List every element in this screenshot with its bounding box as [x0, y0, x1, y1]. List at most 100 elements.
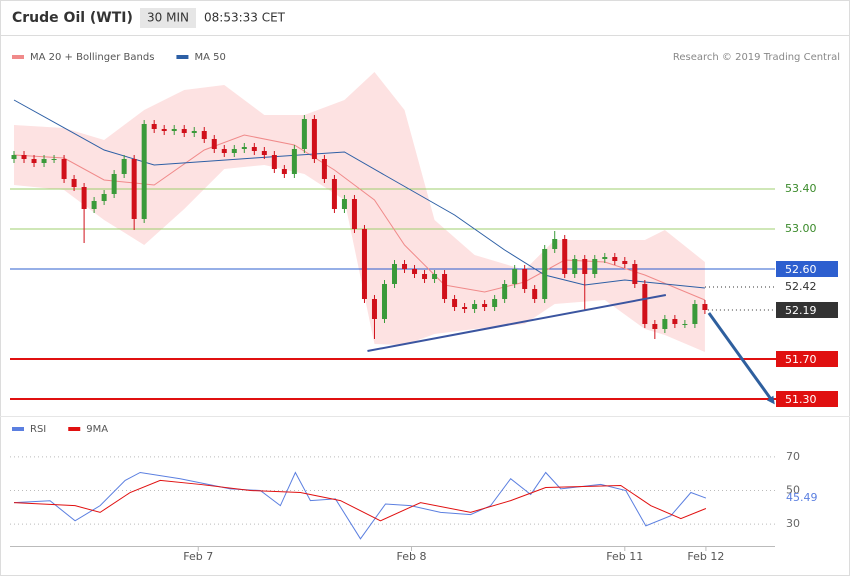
level-tag	[776, 391, 838, 407]
y-tick-label: 70	[786, 450, 800, 463]
candle-body	[51, 159, 57, 160]
candle-body	[582, 259, 588, 274]
candle-body	[221, 149, 227, 153]
candle-body	[71, 179, 77, 187]
candle-body	[271, 155, 277, 169]
candle-body	[41, 159, 47, 163]
y-tick-label: 50	[786, 484, 800, 497]
candle-body	[61, 159, 67, 179]
candle-body	[291, 149, 297, 174]
candle-body	[251, 147, 257, 151]
indicator-line	[13, 479, 707, 522]
ma-line	[13, 134, 706, 301]
legend-swatch	[12, 427, 24, 431]
candle-body	[412, 269, 418, 274]
candle-body	[522, 269, 528, 289]
bollinger-band	[14, 72, 705, 352]
legend-label: RSI	[30, 424, 46, 435]
candle-body	[131, 159, 137, 219]
candle-body	[642, 284, 648, 324]
header-title: Crude Oil (WTI)	[12, 10, 133, 26]
candle-body	[462, 307, 468, 309]
level-label: 51.70	[785, 353, 817, 366]
candle-body	[612, 257, 618, 261]
legend-swatch	[12, 55, 24, 59]
candle-body	[682, 324, 688, 325]
header-interval: 30 MIN	[147, 11, 189, 25]
x-tick-label: Feb 7	[183, 550, 213, 563]
candle-body	[622, 261, 628, 264]
candle-body	[301, 119, 307, 149]
candle-body	[91, 201, 97, 209]
current-price-label: 52.19	[785, 304, 817, 317]
candle-body	[442, 274, 448, 299]
candle-body	[21, 155, 27, 159]
level-label: 52.60	[785, 263, 817, 276]
credit: Research © 2019 Trading Central	[673, 52, 840, 63]
candle-body	[672, 319, 678, 324]
candle-body	[151, 124, 157, 129]
candle-body	[191, 131, 197, 133]
candle-body	[361, 229, 367, 299]
forecast-arrow	[707, 312, 775, 405]
y-tick-label: 30	[786, 517, 800, 530]
trendline	[367, 294, 667, 352]
candle-body	[111, 174, 117, 194]
candle-body	[331, 179, 337, 209]
candle-body	[482, 304, 488, 307]
level-label: 53.40	[785, 182, 817, 195]
legend-swatch	[176, 55, 189, 59]
level-label: 53.00	[785, 222, 817, 235]
candle-body	[31, 159, 37, 163]
candle-body	[692, 304, 698, 324]
x-tick-label: Feb 11	[606, 550, 643, 563]
legend-label: 9MA	[86, 424, 108, 435]
candle-body	[351, 199, 357, 229]
candle-body	[241, 147, 247, 149]
candle-body	[562, 239, 568, 274]
candle-body	[231, 149, 237, 153]
header-time: 08:53:33 CET	[204, 11, 286, 25]
candle-body	[381, 284, 387, 319]
candle-body	[492, 299, 498, 307]
candle-body	[572, 259, 578, 274]
level-tag	[776, 351, 838, 367]
candle-body	[201, 131, 207, 139]
candle-body	[552, 239, 558, 249]
candle-body	[452, 299, 458, 307]
legend-label: MA 20 + Bollinger Bands	[30, 52, 154, 63]
rsi-last-value: 45.49	[786, 491, 818, 504]
candle-body	[632, 264, 638, 284]
candle-body	[311, 119, 317, 159]
candle-body	[371, 299, 377, 319]
candle-body	[472, 304, 478, 309]
candle-body	[321, 159, 327, 179]
candle-body	[392, 264, 398, 284]
x-tick-label: Feb 8	[397, 550, 427, 563]
candle-body	[512, 269, 518, 284]
candle-body	[662, 319, 668, 329]
candle-body	[81, 187, 87, 209]
current-price-tag	[776, 302, 838, 318]
candle-body	[341, 199, 347, 209]
candle-body	[211, 139, 217, 149]
interval-box	[140, 8, 196, 28]
candle-body	[121, 159, 127, 174]
candle-body	[181, 129, 187, 133]
candle-body	[592, 259, 598, 274]
candle-body	[161, 129, 167, 131]
legend-swatch	[68, 427, 81, 431]
candle-body	[141, 124, 147, 219]
candle-body	[652, 324, 658, 329]
level-tag	[776, 261, 838, 277]
legend-label: MA 50	[194, 52, 225, 63]
candle-body	[432, 274, 438, 279]
level-label: 51.30	[785, 393, 817, 406]
candle-body	[11, 155, 17, 159]
candle-body	[422, 274, 428, 279]
indicator-line	[13, 471, 707, 540]
candle-body	[402, 264, 408, 269]
candle-body	[502, 284, 508, 299]
